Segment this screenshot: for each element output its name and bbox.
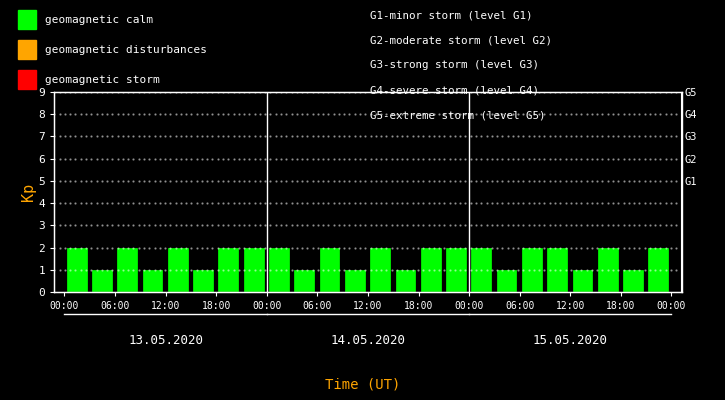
Bar xyxy=(497,270,518,292)
Text: geomagnetic storm: geomagnetic storm xyxy=(45,74,160,85)
Bar xyxy=(420,248,442,292)
Bar xyxy=(396,270,416,292)
Text: 14.05.2020: 14.05.2020 xyxy=(331,334,405,347)
Bar xyxy=(193,270,214,292)
Bar xyxy=(92,270,113,292)
Text: 13.05.2020: 13.05.2020 xyxy=(128,334,203,347)
Bar xyxy=(471,248,492,292)
Bar xyxy=(218,248,239,292)
Bar xyxy=(269,248,290,292)
Text: G4-severe storm (level G4): G4-severe storm (level G4) xyxy=(370,86,539,96)
Text: Time (UT): Time (UT) xyxy=(325,378,400,392)
Bar xyxy=(168,248,188,292)
Bar xyxy=(320,248,340,292)
Bar xyxy=(522,248,543,292)
Text: geomagnetic calm: geomagnetic calm xyxy=(45,15,153,25)
Bar xyxy=(370,248,391,292)
Bar xyxy=(117,248,138,292)
Bar xyxy=(648,248,669,292)
Bar xyxy=(446,248,467,292)
Text: 15.05.2020: 15.05.2020 xyxy=(533,334,608,347)
Bar xyxy=(623,270,644,292)
Bar xyxy=(547,248,568,292)
Bar xyxy=(573,270,593,292)
Bar xyxy=(143,270,163,292)
Bar xyxy=(598,248,618,292)
Bar xyxy=(345,270,365,292)
Text: G3-strong storm (level G3): G3-strong storm (level G3) xyxy=(370,60,539,70)
Text: G2-moderate storm (level G2): G2-moderate storm (level G2) xyxy=(370,35,552,45)
Y-axis label: Kp: Kp xyxy=(21,183,36,201)
Bar xyxy=(294,270,315,292)
Text: G5-extreme storm (level G5): G5-extreme storm (level G5) xyxy=(370,111,545,121)
Text: geomagnetic disturbances: geomagnetic disturbances xyxy=(45,45,207,55)
Bar xyxy=(67,248,88,292)
Text: G1-minor storm (level G1): G1-minor storm (level G1) xyxy=(370,10,532,20)
Bar xyxy=(244,248,265,292)
